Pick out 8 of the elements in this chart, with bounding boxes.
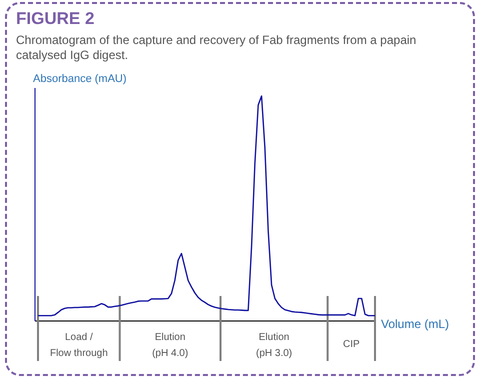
chart-subtitle: Chromatogram of the capture and recovery of Fab fragments from a papain catalysed IgG digest. <box>16 33 416 62</box>
y-axis-title: Absorbance (mAU) <box>33 73 127 85</box>
text: CIP <box>342 339 360 350</box>
x-axis-title: Volume (mL) <box>381 317 450 331</box>
text: Elution (pH 4.0) <box>152 332 188 359</box>
text: Elution (pH 3.0) <box>256 332 292 359</box>
text: Load / Flow through <box>50 332 108 359</box>
chart-title: FIGURE 2 <box>16 9 94 28</box>
